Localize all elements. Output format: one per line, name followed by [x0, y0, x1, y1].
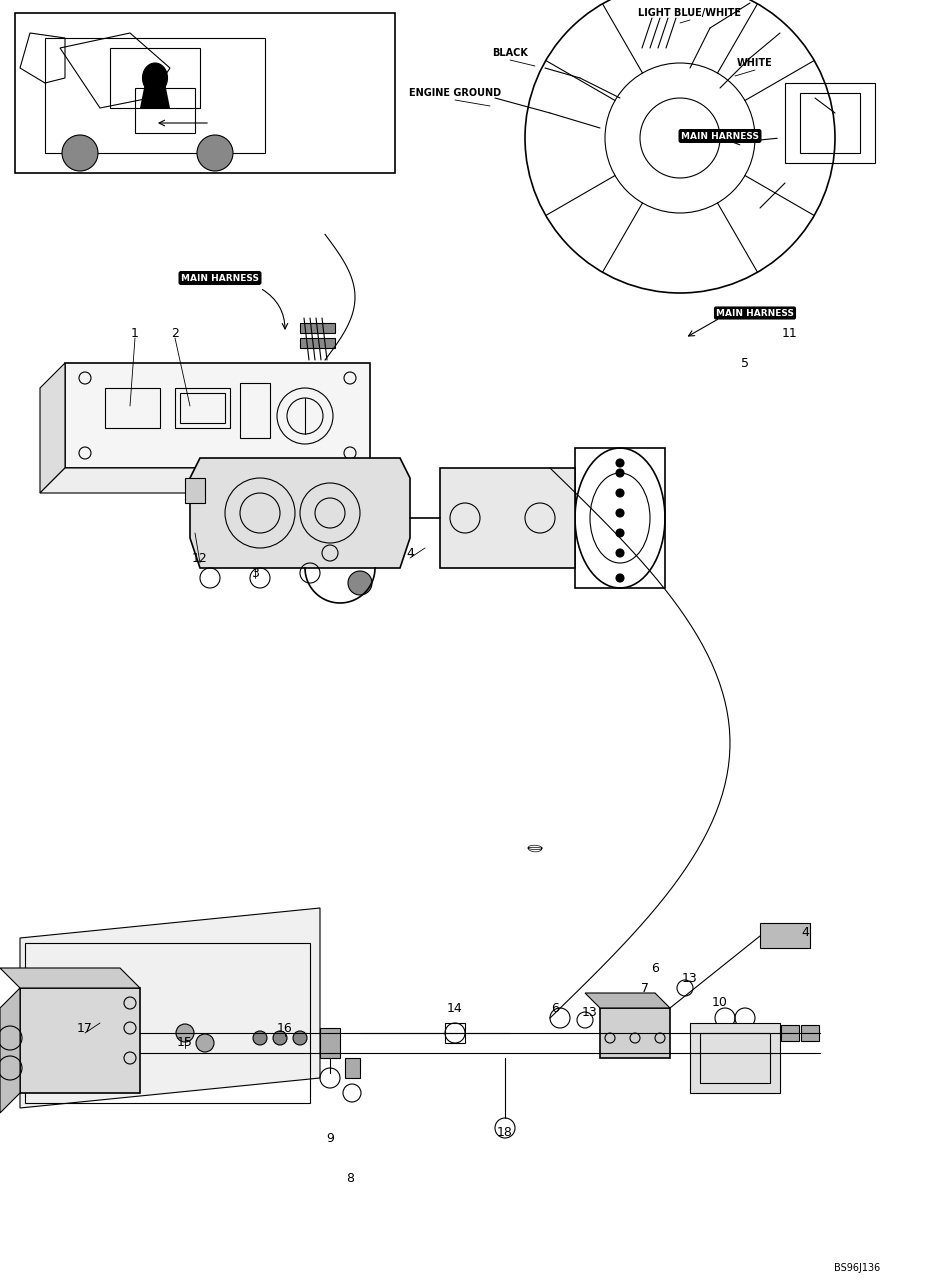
- Bar: [600, 1009, 670, 1057]
- Circle shape: [616, 529, 624, 537]
- Text: 6: 6: [651, 962, 659, 975]
- Bar: [320, 1028, 340, 1057]
- Text: MAIN HARNESS: MAIN HARNESS: [681, 131, 759, 140]
- Circle shape: [616, 574, 624, 582]
- Polygon shape: [20, 908, 320, 1108]
- Bar: [110, 48, 200, 108]
- Text: 3: 3: [251, 567, 259, 580]
- Bar: [25, 943, 310, 1103]
- Bar: [690, 1023, 780, 1094]
- Text: 15: 15: [177, 1037, 193, 1050]
- Circle shape: [616, 459, 624, 468]
- Text: 1: 1: [131, 326, 139, 340]
- Text: 8: 8: [346, 1172, 354, 1185]
- Bar: [300, 337, 335, 348]
- Circle shape: [253, 1030, 267, 1045]
- Bar: [175, 388, 230, 428]
- Circle shape: [176, 1024, 194, 1042]
- Circle shape: [197, 135, 233, 171]
- Text: 10: 10: [712, 997, 728, 1010]
- Text: 4: 4: [406, 546, 414, 559]
- Polygon shape: [585, 993, 670, 1009]
- Polygon shape: [20, 988, 140, 1094]
- Bar: [760, 923, 810, 948]
- Text: WHITE: WHITE: [737, 58, 773, 68]
- Circle shape: [196, 1034, 214, 1052]
- Text: 7: 7: [641, 981, 649, 994]
- Text: 6: 6: [551, 1002, 559, 1015]
- Text: MAIN HARNESS: MAIN HARNESS: [716, 309, 794, 318]
- Bar: [781, 1025, 799, 1041]
- Text: MAIN HARNESS: MAIN HARNESS: [181, 273, 259, 282]
- Bar: [345, 1057, 360, 1078]
- Bar: [240, 383, 270, 438]
- Text: 2: 2: [171, 326, 179, 340]
- Text: 13: 13: [582, 1006, 598, 1020]
- Circle shape: [616, 489, 624, 497]
- Polygon shape: [0, 969, 140, 988]
- Text: 18: 18: [497, 1127, 513, 1140]
- Bar: [105, 388, 160, 428]
- Bar: [440, 468, 575, 568]
- Polygon shape: [65, 363, 370, 468]
- Bar: [45, 39, 265, 153]
- Circle shape: [616, 549, 624, 556]
- Text: BS96J136: BS96J136: [834, 1264, 880, 1273]
- Circle shape: [348, 571, 372, 595]
- Circle shape: [62, 135, 98, 171]
- Polygon shape: [140, 82, 170, 108]
- Text: 16: 16: [277, 1021, 293, 1034]
- Circle shape: [293, 1030, 307, 1045]
- Polygon shape: [0, 988, 20, 1113]
- Bar: [15, 13, 395, 173]
- Text: 9: 9: [326, 1131, 334, 1145]
- Bar: [761, 1025, 779, 1041]
- Circle shape: [616, 509, 624, 516]
- Text: 11: 11: [782, 326, 798, 340]
- Bar: [445, 1023, 465, 1043]
- Bar: [800, 93, 860, 153]
- Ellipse shape: [142, 63, 167, 93]
- Text: LIGHT BLUE/WHITE: LIGHT BLUE/WHITE: [639, 8, 741, 18]
- Bar: [801, 1025, 819, 1041]
- Circle shape: [616, 469, 624, 477]
- Bar: [575, 448, 665, 589]
- Bar: [135, 88, 195, 133]
- Text: 4: 4: [801, 926, 809, 939]
- Polygon shape: [40, 363, 65, 493]
- Text: BLACK: BLACK: [492, 48, 528, 58]
- Bar: [185, 478, 205, 504]
- Bar: [785, 82, 875, 164]
- Bar: [180, 393, 225, 422]
- Text: 14: 14: [447, 1002, 463, 1015]
- Text: 17: 17: [77, 1021, 93, 1034]
- Circle shape: [273, 1030, 287, 1045]
- Text: 13: 13: [682, 971, 698, 984]
- Polygon shape: [40, 468, 370, 493]
- Bar: [700, 1033, 770, 1083]
- Text: ENGINE GROUND: ENGINE GROUND: [409, 88, 501, 98]
- Polygon shape: [190, 459, 410, 568]
- Bar: [300, 323, 335, 334]
- Text: 5: 5: [741, 357, 749, 370]
- Text: 12: 12: [193, 551, 208, 564]
